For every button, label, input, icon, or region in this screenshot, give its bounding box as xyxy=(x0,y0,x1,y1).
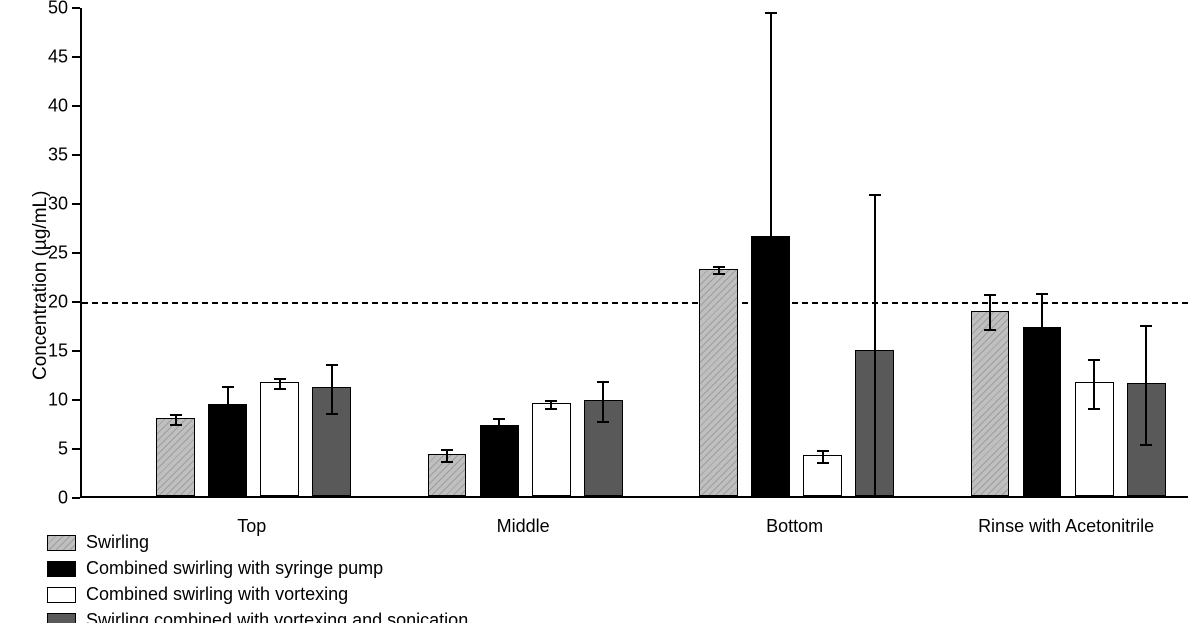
error-bar xyxy=(1041,294,1043,365)
error-bar xyxy=(227,387,229,424)
legend-item: Swirling combined with vortexing and son… xyxy=(47,610,468,623)
error-cap xyxy=(222,386,234,388)
y-tick-mark xyxy=(72,105,80,107)
legend-swatch xyxy=(47,535,76,551)
y-tick-label: 25 xyxy=(48,243,68,264)
error-cap xyxy=(984,294,996,296)
bar-vortex xyxy=(260,382,299,496)
y-tick-mark xyxy=(72,448,80,450)
error-cap xyxy=(765,12,777,14)
bar-swirl xyxy=(699,269,738,496)
error-cap xyxy=(545,400,557,402)
legend-label: Swirling xyxy=(86,532,149,553)
bar-swirl xyxy=(971,311,1010,496)
x-tick-label: Rinse with Acetonitrile xyxy=(978,516,1154,537)
error-cap xyxy=(1140,444,1152,446)
legend-swatch xyxy=(47,587,76,603)
y-tick-label: 20 xyxy=(48,292,68,313)
error-bar xyxy=(1093,360,1095,409)
error-cap xyxy=(1088,359,1100,361)
error-cap xyxy=(597,381,609,383)
error-bar xyxy=(331,365,333,414)
error-cap xyxy=(274,378,286,380)
error-bar xyxy=(989,295,991,330)
x-tick-label: Bottom xyxy=(766,516,823,537)
x-tick-label: Middle xyxy=(497,516,550,537)
error-cap xyxy=(545,408,557,410)
y-tick-label: 10 xyxy=(48,390,68,411)
error-bar xyxy=(498,419,500,437)
error-bar xyxy=(874,195,876,498)
error-cap xyxy=(984,329,996,331)
error-cap xyxy=(326,364,338,366)
error-cap xyxy=(326,413,338,415)
concentration-bar-chart: Concentration (µg/mL) SwirlingCombined s… xyxy=(0,0,1200,623)
legend: Swirling Combined swirling with syringe p… xyxy=(47,532,468,623)
error-cap xyxy=(170,414,182,416)
y-tick-mark xyxy=(72,399,80,401)
y-tick-mark xyxy=(72,56,80,58)
error-cap xyxy=(170,424,182,426)
error-cap xyxy=(493,435,505,437)
legend-swatch xyxy=(47,561,76,577)
legend-swatch xyxy=(47,613,76,623)
y-tick-label: 5 xyxy=(58,439,68,460)
legend-label: Combined swirling with syringe pump xyxy=(86,558,383,579)
error-cap xyxy=(1036,364,1048,366)
error-cap xyxy=(441,461,453,463)
y-tick-mark xyxy=(72,350,80,352)
error-cap xyxy=(817,462,829,464)
y-tick-label: 0 xyxy=(58,488,68,509)
error-bar xyxy=(602,382,604,421)
error-bar xyxy=(1145,326,1147,446)
error-cap xyxy=(765,463,777,465)
y-tick-label: 50 xyxy=(48,0,68,19)
y-tick-mark xyxy=(72,154,80,156)
y-tick-label: 40 xyxy=(48,96,68,117)
error-cap xyxy=(1036,293,1048,295)
y-tick-label: 15 xyxy=(48,341,68,362)
legend-label: Swirling combined with vortexing and son… xyxy=(86,610,468,623)
legend-item: Combined swirling with syringe pump xyxy=(47,558,468,579)
error-cap xyxy=(222,424,234,426)
error-cap xyxy=(597,421,609,423)
error-cap xyxy=(1088,408,1100,410)
y-tick-mark xyxy=(72,497,80,499)
error-cap xyxy=(441,449,453,451)
legend-label: Combined swirling with vortexing xyxy=(86,584,348,605)
error-cap xyxy=(869,194,881,196)
y-tick-mark xyxy=(72,203,80,205)
y-tick-label: 30 xyxy=(48,194,68,215)
error-cap xyxy=(274,388,286,390)
y-tick-mark xyxy=(72,7,80,9)
error-cap xyxy=(713,273,725,275)
error-cap xyxy=(493,418,505,420)
error-cap xyxy=(713,266,725,268)
plot-area xyxy=(80,8,1188,498)
y-tick-mark xyxy=(72,301,80,303)
error-bar xyxy=(770,13,772,464)
x-tick-label: Top xyxy=(237,516,266,537)
legend-item: Combined swirling with vortexing xyxy=(47,584,468,605)
reference-line xyxy=(82,302,1188,304)
bar-vortex xyxy=(532,403,571,496)
y-tick-label: 35 xyxy=(48,145,68,166)
error-cap xyxy=(817,450,829,452)
bar-swirl xyxy=(156,418,195,496)
y-tick-mark xyxy=(72,252,80,254)
error-cap xyxy=(1140,325,1152,327)
y-tick-label: 45 xyxy=(48,47,68,68)
